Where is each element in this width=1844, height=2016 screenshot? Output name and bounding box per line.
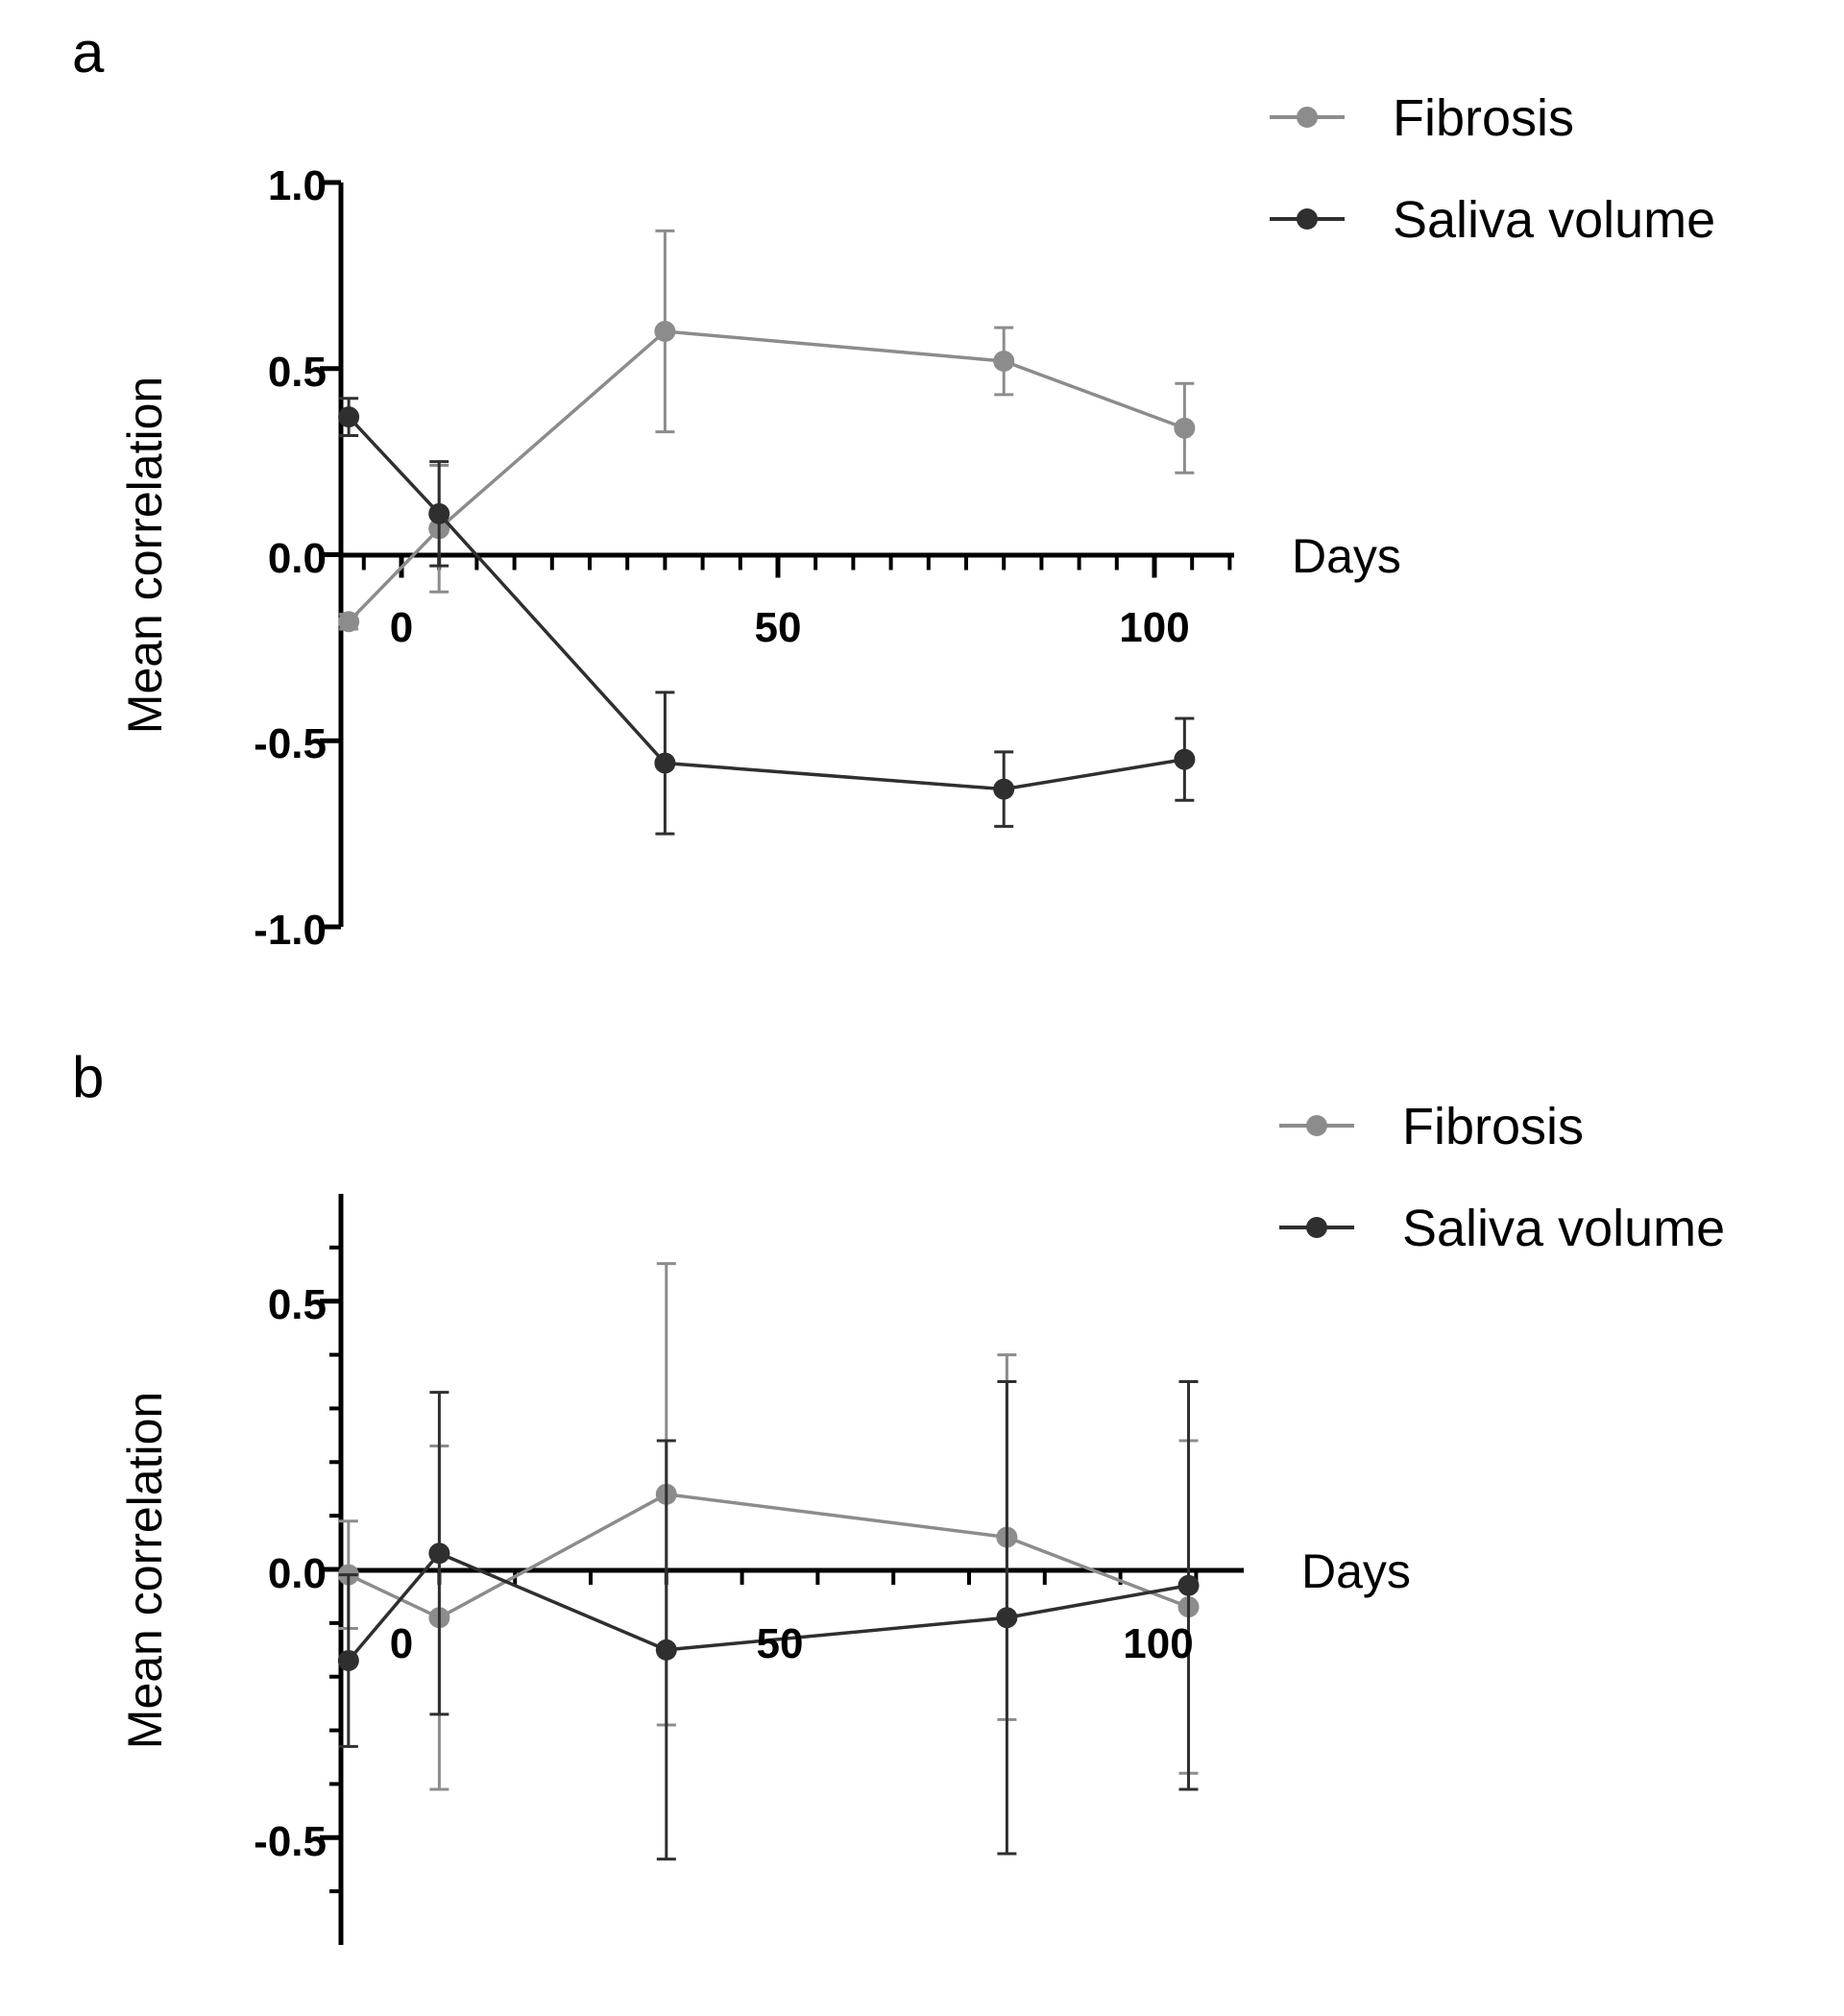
data-point-saliva-volume (338, 406, 360, 428)
legend-fibrosis-marker (1306, 1115, 1327, 1136)
data-point-fibrosis (993, 351, 1015, 372)
series-fibrosis (338, 229, 1196, 633)
series-saliva-volume (338, 397, 1196, 836)
panel-b-xtick-label: 100 (1123, 1620, 1193, 1667)
panel-a-series (338, 229, 1196, 836)
panel-b-series (337, 1262, 1200, 1861)
panel-a-letter: a (72, 20, 105, 85)
series-saliva-volume (337, 1380, 1200, 1861)
data-point-saliva-volume (996, 1607, 1018, 1629)
panel-b-letter: b (72, 1045, 104, 1109)
panel-b-ytick-label: 0.5 (268, 1281, 327, 1328)
series-line-saliva-volume (347, 415, 1185, 791)
panel-a: a 1.0 0.5 0.0 -0.5 -1.0 0 50 100 Days Me… (72, 20, 1715, 954)
panel-b: b 0.5 0.0 -0.5 0 50 100 Days Mean correl… (72, 1045, 1725, 1945)
panel-b-ytick-label: -0.5 (254, 1818, 327, 1865)
legend-fibrosis-marker (1297, 107, 1318, 128)
data-point-saliva-volume (428, 1542, 450, 1565)
panel-a-ytick-label: -0.5 (254, 720, 327, 767)
data-point-saliva-volume (654, 752, 676, 774)
panel-b-y-ticks (320, 1245, 341, 1894)
legend-saliva-marker (1306, 1217, 1327, 1238)
series-fibrosis (337, 1262, 1200, 1791)
data-point-saliva-volume (993, 778, 1015, 800)
data-point-fibrosis (1174, 417, 1196, 439)
data-point-saliva-volume (337, 1649, 359, 1671)
data-point-fibrosis (338, 611, 360, 633)
panel-a-ytick-label: 0.0 (268, 535, 327, 582)
panel-a-ytick-label: 0.5 (268, 349, 327, 396)
panel-a-x-axis-title: Days (1292, 529, 1401, 583)
series-line-fibrosis (347, 329, 1185, 623)
panel-b-y-axis-title: Mean correlation (118, 1392, 172, 1749)
panel-b-legend: Fibrosis Saliva volume (1279, 1098, 1725, 1257)
series-line-fibrosis (348, 1492, 1190, 1620)
panel-a-ytick-label: -1.0 (254, 907, 327, 954)
panel-b-x-axis-title: Days (1301, 1544, 1411, 1598)
panel-a-xtick-label: 0 (390, 604, 413, 651)
panel-a-y-axis-title: Mean correlation (118, 376, 172, 734)
panel-a-ytick-label: 1.0 (268, 162, 327, 209)
data-point-fibrosis (654, 321, 676, 342)
legend-saliva-label: Saliva volume (1402, 1200, 1725, 1257)
legend-fibrosis-label: Fibrosis (1402, 1098, 1584, 1155)
data-point-saliva-volume (428, 502, 450, 524)
legend-saliva-marker (1297, 208, 1318, 230)
panel-a-xtick-label: 100 (1119, 604, 1189, 651)
data-point-saliva-volume (655, 1639, 677, 1661)
panel-a-x-ticks (361, 554, 1232, 578)
panel-b-xtick-label: 0 (390, 1620, 413, 1667)
panel-b-ytick-label: 0.0 (268, 1550, 327, 1597)
panel-b-xtick-label: 50 (757, 1620, 804, 1667)
legend-fibrosis-label: Fibrosis (1393, 89, 1574, 147)
panel-a-xtick-label: 50 (755, 604, 802, 651)
data-point-saliva-volume (1177, 1574, 1200, 1596)
panel-a-legend: Fibrosis Saliva volume (1270, 89, 1715, 249)
panel-a-y-ticks (320, 180, 341, 930)
legend-saliva-label: Saliva volume (1393, 191, 1715, 249)
data-point-saliva-volume (1174, 748, 1196, 770)
